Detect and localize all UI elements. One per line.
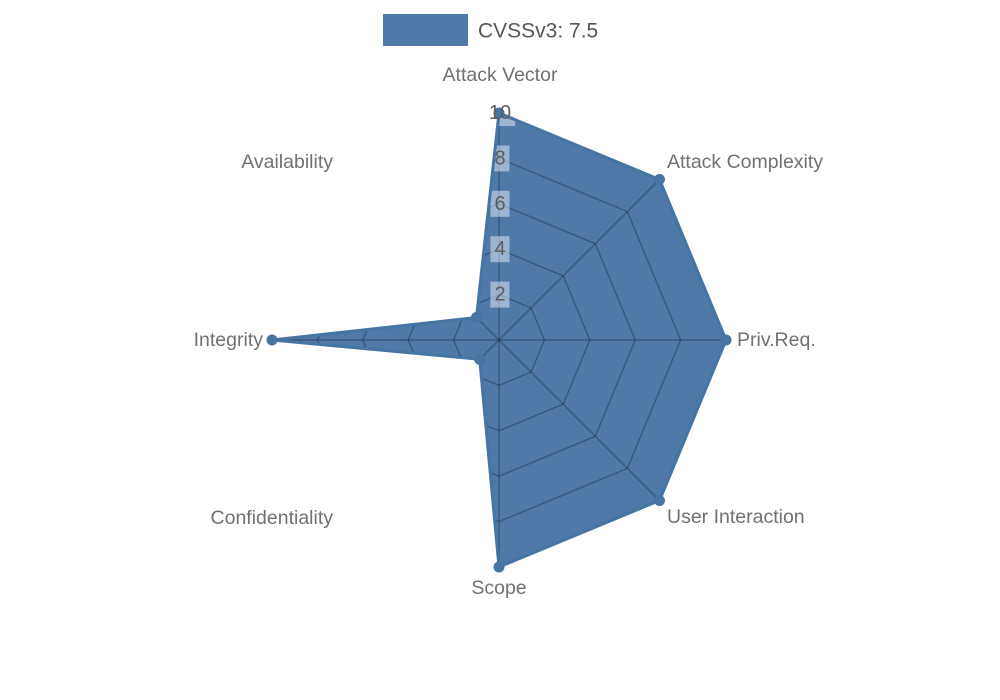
grid-spoke [337,339,500,502]
data-point [474,353,486,365]
radar-series-fill [272,113,726,567]
axis-label-priv-req: Priv.Req. [737,329,816,351]
tick-backdrop [490,190,510,217]
data-point [493,561,505,573]
data-point [493,107,505,119]
axis-label-scope: Scope [471,577,526,599]
radar-axis-labels: Attack Vector Attack Complexity Priv.Req… [194,64,824,599]
axis-label-user-interaction: User Interaction [667,506,805,528]
legend-swatch-icon[interactable] [383,14,468,46]
tick-label-10: 10 [489,102,511,124]
tick-label-4: 4 [494,238,505,260]
grid-spoke [498,178,661,341]
tick-label-6: 6 [494,193,505,215]
grid-spoke [498,339,661,502]
legend-label[interactable]: CVSSv3: 7.5 [478,20,598,43]
tick-label-8: 8 [494,147,505,169]
series-area [272,113,726,567]
axis-label-availability: Availability [241,151,333,173]
data-point [654,174,665,185]
tick-backdrop [490,236,510,263]
data-point [720,334,732,346]
legend-item[interactable]: CVSSv3: 7.5 [383,14,598,46]
axis-label-attack-complexity: Attack Complexity [667,151,823,173]
data-point [471,312,482,323]
tick-backdrop [490,281,510,308]
axis-label-integrity: Integrity [194,329,264,351]
radar-tick-labels: 2 4 6 8 10 [489,102,511,306]
data-point [654,495,665,506]
axis-label-confidentiality: Confidentiality [211,507,334,529]
tick-label-2: 2 [494,284,505,306]
axis-label-attack-vector: Attack Vector [443,64,558,86]
data-point [266,334,278,346]
radar-series-points [266,107,732,573]
